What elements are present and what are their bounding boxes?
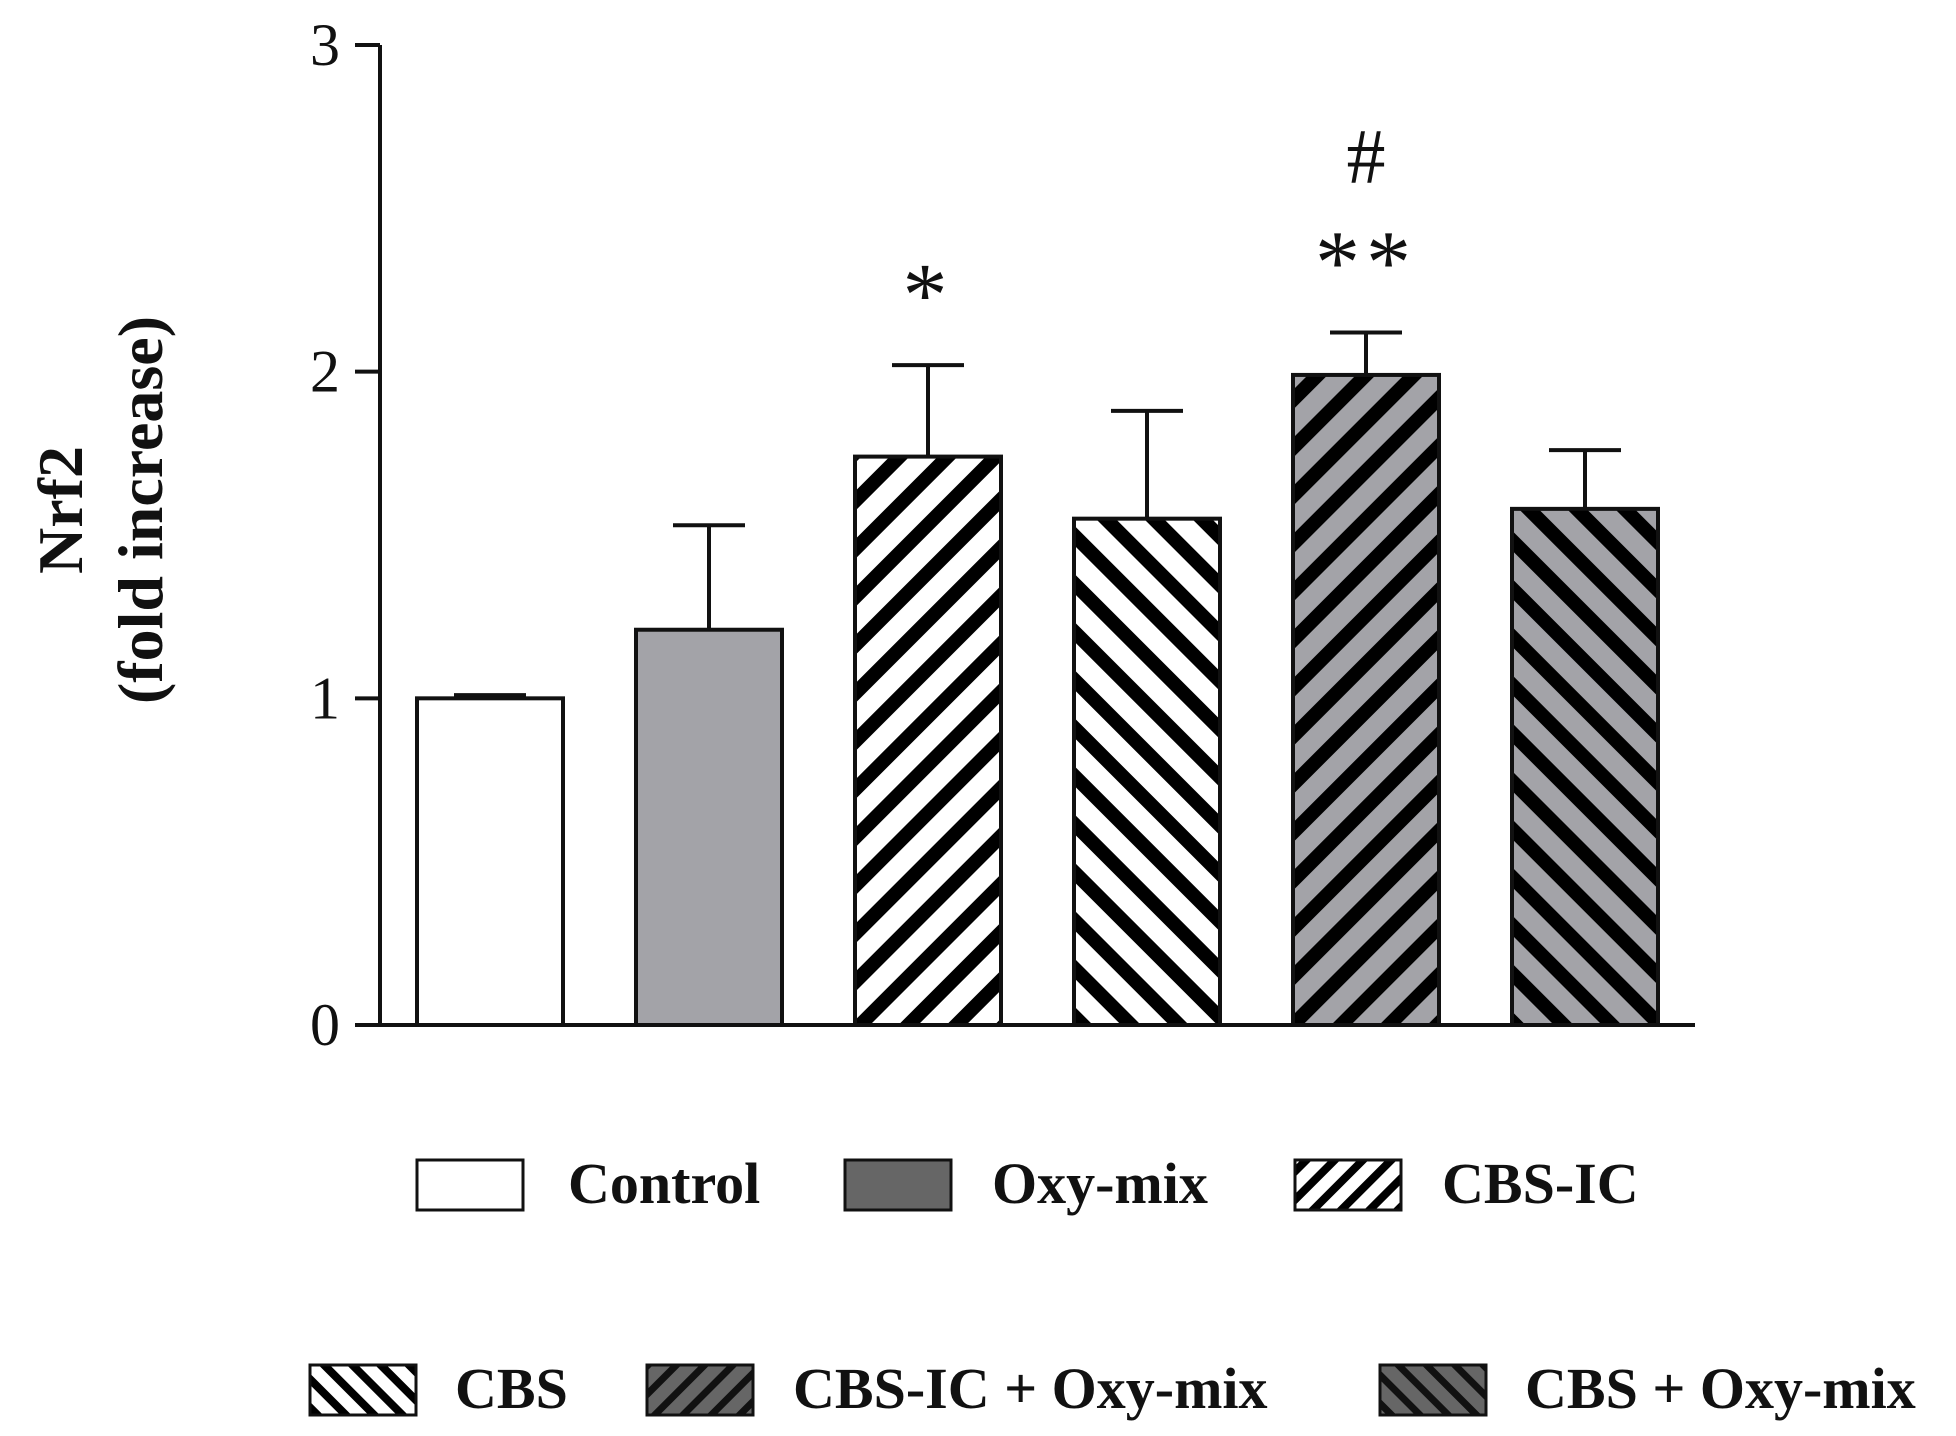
axes: 0 1 2 3 (310, 12, 1695, 1058)
legend-swatch-cbs (308, 1363, 418, 1417)
bar-cbs (1072, 516, 1222, 1028)
legend-swatch-control (415, 1158, 525, 1212)
annotation-1-0: ** (1315, 213, 1417, 312)
bar-cbs-oxy-mix (1510, 506, 1660, 1028)
bars (415, 330, 1660, 1028)
annotation-1-1: # (1347, 112, 1386, 199)
legend-swatch-cbs-ic-oxy-mix (645, 1363, 755, 1417)
legend-label-cbs: CBS (455, 1356, 568, 1421)
legend-label-control: Control (568, 1151, 760, 1216)
bar-oxy-mix (634, 627, 784, 1027)
legend-swatch-oxy-mix (843, 1158, 953, 1212)
significance-annotations: * **# (903, 112, 1417, 345)
y-axis-label-line1: Nrf2 (25, 446, 96, 574)
y-tick-label-0: 0 (310, 992, 340, 1058)
legend: Control Oxy-mix CBS-IC CBS CBS-IC + Oxy-mix C… (308, 1151, 1916, 1421)
bar-control (415, 696, 565, 1027)
bar-cbs-ic (853, 454, 1003, 1028)
y-axis-title: Nrf2 (fold increase) (25, 316, 176, 704)
legend-label-cbs-oxy-mix: CBS + Oxy-mix (1525, 1356, 1916, 1421)
legend-label-oxy-mix: Oxy-mix (992, 1151, 1208, 1216)
legend-label-cbs-ic: CBS-IC (1442, 1151, 1639, 1216)
annotation-0-0: * (903, 246, 954, 345)
bar-cbs-ic-oxy-mix (1291, 372, 1441, 1027)
legend-swatch-cbs-ic (1293, 1158, 1403, 1212)
legend-swatch-cbs-oxy-mix (1378, 1363, 1488, 1417)
y-tick-label-1: 1 (310, 665, 340, 731)
y-tick-label-3: 3 (310, 12, 340, 78)
legend-label-cbs-ic-oxy-mix: CBS-IC + Oxy-mix (793, 1356, 1268, 1421)
y-axis-label-line2: (fold increase) (105, 316, 176, 704)
y-tick-label-2: 2 (310, 339, 340, 405)
